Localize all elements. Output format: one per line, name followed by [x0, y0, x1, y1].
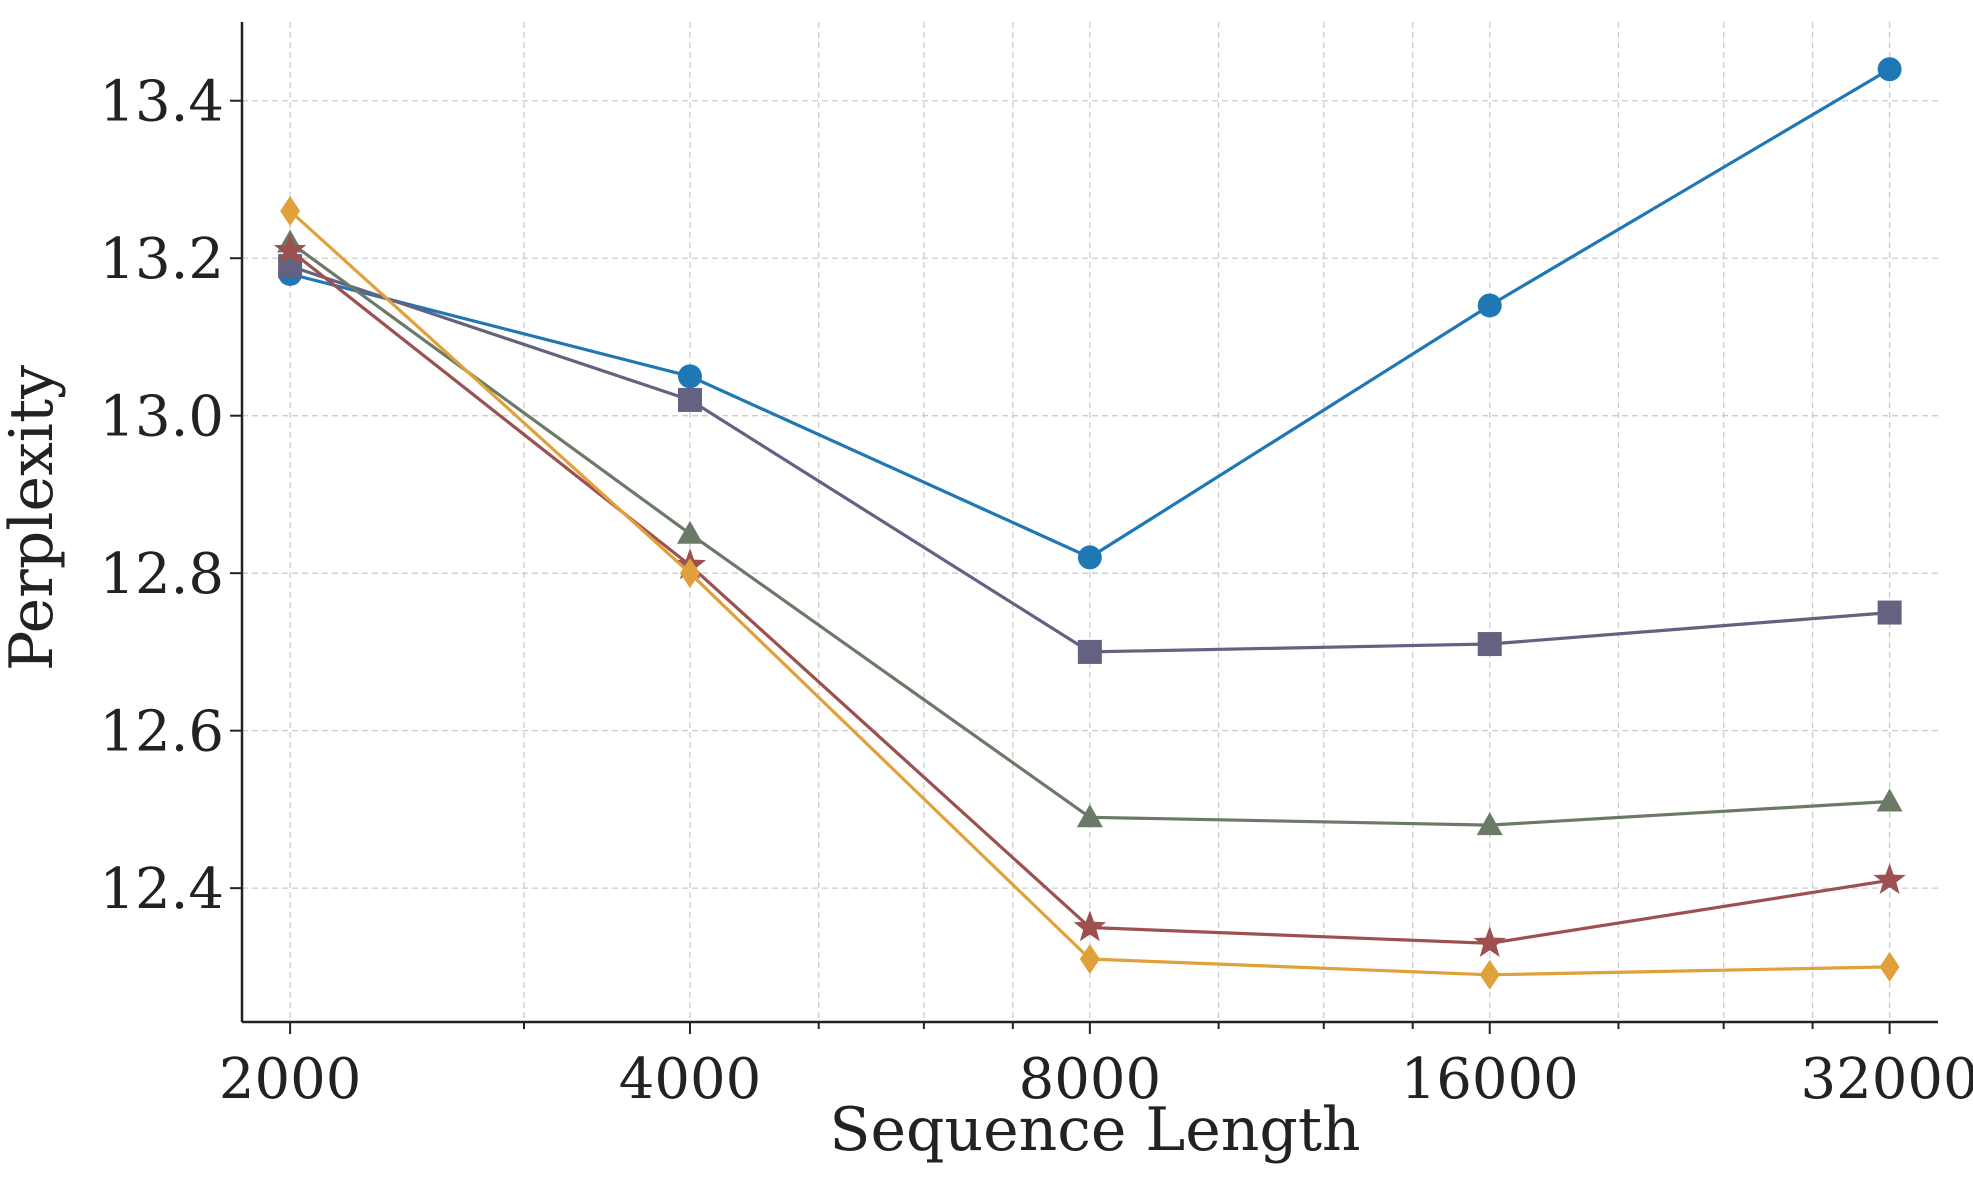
x-tick-label: 32000: [1801, 1047, 1973, 1112]
data-point-diamond: [1879, 951, 1900, 982]
series: [273, 57, 1906, 990]
data-point-star: [273, 233, 307, 265]
data-point-square: [1477, 632, 1502, 657]
x-tick-label: 8000: [1019, 1047, 1162, 1112]
y-tick-label: 13.0: [99, 385, 224, 450]
data-point-triangle: [676, 520, 703, 544]
data-point-triangle: [1876, 788, 1903, 812]
data-point-diamond: [280, 195, 301, 226]
ticks: 2000 4000 8000 16000 32000 12.4 12.6 12.8 13.0 13…: [99, 70, 1973, 1112]
data-point-triangle: [1076, 804, 1103, 828]
data-point-diamond: [1079, 944, 1100, 975]
grid: [242, 22, 1938, 1022]
data-point-square: [1077, 639, 1102, 664]
data-point-circle: [1477, 293, 1502, 318]
series-triangle: [277, 229, 1903, 836]
y-tick-label: 12.4: [99, 857, 224, 922]
series-diamond: [280, 195, 1900, 990]
data-point-triangle: [1476, 812, 1503, 836]
data-point-square: [1877, 600, 1902, 625]
data-point-star: [1473, 926, 1506, 957]
y-tick-label: 13.2: [99, 227, 224, 292]
data-point-circle: [1077, 545, 1102, 570]
y-tick-label: 12.6: [99, 700, 224, 765]
data-point-circle: [677, 364, 702, 389]
x-tick-label: 4000: [619, 1047, 762, 1112]
x-tick-label: 2000: [219, 1047, 362, 1112]
data-point-star: [1873, 863, 1906, 894]
x-axis-label: Sequence Length: [829, 1095, 1360, 1165]
data-point-diamond: [679, 558, 700, 589]
y-tick-label: 12.8: [99, 542, 224, 607]
x-tick-label: 16000: [1401, 1047, 1579, 1112]
data-point-square: [677, 387, 702, 412]
data-point-circle: [1877, 57, 1902, 82]
data-point-star: [1073, 910, 1106, 942]
y-tick-label: 13.4: [99, 70, 224, 135]
y-axis-label: Perplexity: [0, 365, 67, 671]
data-point-diamond: [1479, 959, 1500, 990]
